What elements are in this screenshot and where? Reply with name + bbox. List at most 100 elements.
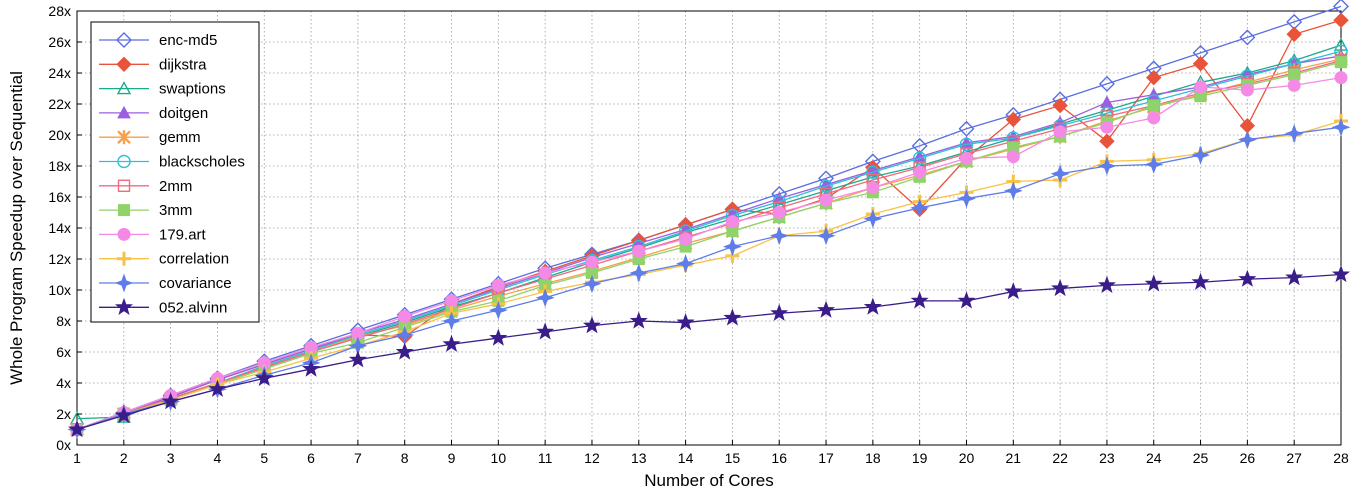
data-point-covariance xyxy=(1097,156,1117,176)
x-tick-label: 7 xyxy=(354,450,362,466)
y-axis-title: Whole Program Speedup over Sequential xyxy=(7,71,26,385)
legend-marker-doitgen xyxy=(117,105,131,119)
legend-marker-dijkstra xyxy=(116,56,132,73)
legend-label: 179.art xyxy=(159,226,207,243)
data-point-179-art xyxy=(445,294,459,308)
y-tick-label: 6x xyxy=(56,344,71,360)
data-point-052-alvinn xyxy=(67,420,87,438)
y-axis-ticks: 0x 2x 4x 6x 8x 10x 12x 14x 16x 18x 20x 22x 24x 26x 28x xyxy=(48,3,82,453)
data-point-179-art xyxy=(913,165,927,179)
data-point-052-alvinn xyxy=(442,334,461,352)
data-point-179-art xyxy=(959,151,973,165)
data-point-covariance xyxy=(769,226,789,246)
data-point-052-alvinn xyxy=(1051,278,1070,297)
legend-label: 3mm xyxy=(159,202,192,219)
data-point-dijkstra xyxy=(1146,69,1162,86)
data-point-052-alvinn xyxy=(1144,274,1163,292)
x-tick-label: 10 xyxy=(491,450,507,466)
x-tick-label: 14 xyxy=(678,450,694,466)
y-tick-label: 26x xyxy=(48,34,71,50)
legend-entry-3mm: 3mm xyxy=(99,202,192,219)
data-point-dijkstra xyxy=(1099,133,1115,149)
x-tick-label: 16 xyxy=(771,450,787,466)
x-tick-label: 8 xyxy=(401,450,409,466)
legend-entry-correlation: correlation xyxy=(99,251,229,268)
x-tick-label: 23 xyxy=(1099,450,1115,466)
x-tick-label: 21 xyxy=(1006,450,1022,466)
x-tick-label: 26 xyxy=(1240,450,1256,466)
legend-label: covariance xyxy=(159,275,232,292)
series-line-covariance xyxy=(76,126,1342,431)
data-point-enc-md5 xyxy=(1098,75,1115,92)
x-tick-label: 27 xyxy=(1286,450,1302,466)
data-point-covariance xyxy=(957,189,976,209)
data-point-052-alvinn xyxy=(910,291,929,309)
data-point-blackscholes xyxy=(959,137,974,152)
legend-marker-052-alvinn xyxy=(114,297,134,315)
legend-entry-swaptions: swaptions xyxy=(99,81,226,98)
legend-marker-covariance xyxy=(114,273,134,293)
x-tick-label: 6 xyxy=(307,450,315,466)
data-point-052-alvinn xyxy=(582,316,601,334)
data-point-052-alvinn xyxy=(1097,275,1116,294)
x-tick-label: 9 xyxy=(448,450,456,466)
data-point-blackscholes xyxy=(912,151,927,165)
data-point-3mm xyxy=(1147,99,1160,112)
data-point-052-alvinn xyxy=(114,406,133,424)
series-line-3mm xyxy=(76,61,1342,431)
data-point-covariance xyxy=(442,311,461,331)
x-tick-label: 12 xyxy=(584,450,600,466)
data-point-052-alvinn xyxy=(1238,269,1257,287)
data-point-covariance xyxy=(582,274,602,294)
data-point-dijkstra xyxy=(1052,97,1068,114)
series-line-179-art xyxy=(76,77,1342,431)
x-tick-label: 22 xyxy=(1052,450,1068,466)
data-point-covariance xyxy=(1237,130,1257,150)
x-tick-label: 28 xyxy=(1333,450,1349,466)
legend-label: enc-md5 xyxy=(159,32,217,49)
series-line-052-alvinn xyxy=(76,273,1342,431)
series-line-doitgen xyxy=(76,55,1342,431)
data-point-covariance xyxy=(1191,145,1211,165)
x-tick-label: 5 xyxy=(260,450,268,466)
data-point-052-alvinn xyxy=(770,303,789,321)
legend-box xyxy=(90,21,260,323)
legend-marker-gemm xyxy=(117,130,131,145)
data-point-179-art xyxy=(866,181,880,195)
data-point-enc-md5 xyxy=(1239,29,1256,46)
legend: enc-md5 dijkstra swaptions doitgen gemm black… xyxy=(90,21,260,323)
y-tick-label: 16x xyxy=(48,189,71,205)
data-point-covariance xyxy=(1144,154,1164,174)
data-point-179-art xyxy=(725,215,739,229)
data-point-179-art xyxy=(491,278,505,292)
data-point-blackscholes xyxy=(866,165,880,179)
legend-entry-gemm: gemm xyxy=(99,129,201,146)
x-tick-label: 19 xyxy=(912,450,928,466)
data-point-covariance xyxy=(1003,181,1023,201)
x-tick-label: 11 xyxy=(538,450,553,466)
data-point-052-alvinn xyxy=(255,368,274,387)
data-point-052-alvinn xyxy=(1004,282,1023,300)
legend-entry-052-alvinn: 052.alvinn xyxy=(99,297,227,316)
x-tick-label: 24 xyxy=(1146,450,1162,466)
data-point-covariance xyxy=(863,209,883,229)
data-point-179-art xyxy=(1006,150,1020,164)
y-tick-label: 8x xyxy=(56,313,71,329)
legend-entry-covariance: covariance xyxy=(99,273,232,293)
legend-marker-3mm xyxy=(118,204,130,217)
data-point-covariance xyxy=(816,226,836,246)
data-point-052-alvinn xyxy=(489,328,508,346)
data-point-covariance xyxy=(629,263,649,283)
data-point-179-art xyxy=(1334,71,1348,85)
y-tick-label: 10x xyxy=(48,282,71,298)
legend-entry-2mm: 2mm xyxy=(99,178,192,195)
data-point-052-alvinn xyxy=(395,342,414,360)
legend-label: 2mm xyxy=(159,178,192,195)
legend-entry-dijkstra: dijkstra xyxy=(99,56,207,73)
x-tick-label: 4 xyxy=(214,450,222,466)
data-point-179-art xyxy=(398,309,412,323)
x-tick-label: 2 xyxy=(120,450,128,466)
data-point-covariance xyxy=(910,198,930,218)
legend-label: swaptions xyxy=(159,81,226,98)
